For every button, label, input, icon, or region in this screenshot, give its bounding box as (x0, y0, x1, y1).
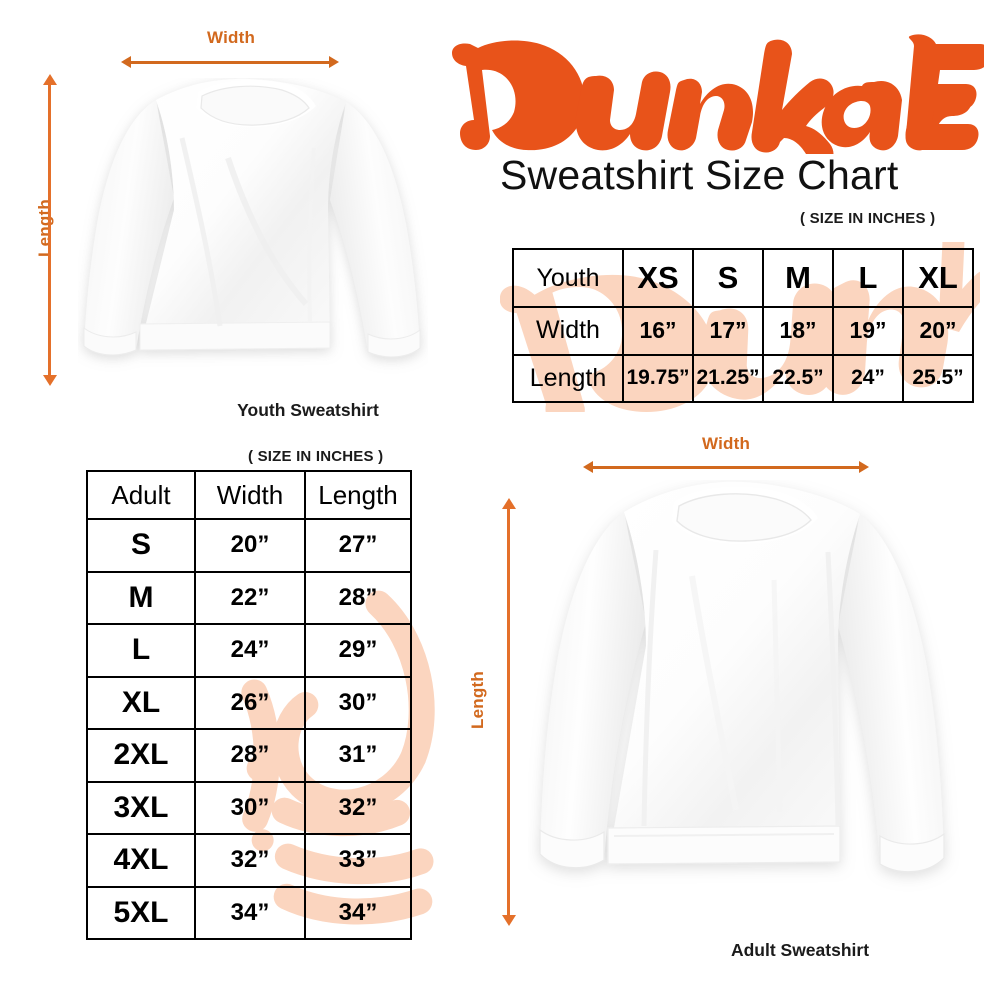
table-row: 3XL 30” 32” (86, 780, 412, 836)
adult-size-l: L (86, 623, 196, 678)
adult-length-l: 29” (304, 623, 412, 678)
table-row: S 20” 27” (86, 518, 412, 573)
youth-length-l: 24” (832, 353, 904, 404)
adult-size-xl: XL (86, 675, 196, 731)
youth-length-s: 21.25” (692, 353, 764, 404)
table-row: M 22” 28” (86, 570, 412, 626)
youth-size-unit-note: ( SIZE IN INCHES ) (800, 210, 936, 227)
chart-title: Sweatshirt Size Chart (500, 152, 899, 198)
adult-sweatshirt-image (528, 480, 966, 936)
youth-length-m: 22.5” (762, 353, 834, 404)
table-row: L 24” 29” (86, 623, 412, 678)
adult-size-table: Adult Width Length S 20” 27” M 22” 28” L… (86, 469, 412, 940)
youth-table-header-row: Youth XS S M L XL (512, 247, 974, 309)
youth-size-header-s: S (692, 247, 764, 309)
youth-size-table-wrapper: Youth XS S M L XL Width 16” 17” 18” 19” … (500, 242, 980, 412)
youth-size-header-xs: XS (622, 247, 694, 309)
adult-length-label: Length (468, 671, 487, 729)
adult-length-4xl: 33” (304, 833, 412, 888)
youth-sweatshirt-caption: Youth Sweatshirt (237, 400, 379, 420)
youth-width-l: 19” (832, 306, 904, 356)
adult-sweatshirt-caption: Adult Sweatshirt (730, 940, 870, 960)
adult-length-2xl: 31” (304, 728, 412, 783)
youth-sweatshirt-image (78, 78, 428, 398)
adult-column-header-length: Length (304, 469, 412, 521)
adult-length-arrow (501, 498, 516, 926)
adult-size-s: S (86, 518, 196, 573)
adult-width-label: Width (702, 434, 751, 453)
adult-size-5xl: 5XL (86, 885, 196, 940)
table-row: 5XL 34” 34” (86, 885, 412, 940)
adult-width-m: 22” (194, 570, 306, 626)
adult-width-s: 20” (194, 518, 306, 573)
youth-width-m: 18” (762, 306, 834, 356)
table-row: 4XL 32” 33” (86, 833, 412, 888)
adult-length-s: 27” (304, 518, 412, 573)
youth-corner-label: Youth (512, 247, 624, 309)
youth-length-xl: 25.5” (902, 353, 974, 404)
adult-width-arrow (583, 461, 869, 473)
youth-length-xs: 19.75” (622, 353, 694, 404)
adult-size-table-wrapper: Adult Width Length S 20” 27” M 22” 28” L… (86, 469, 435, 940)
adult-length-xl: 30” (304, 675, 412, 731)
adult-width-2xl: 28” (194, 728, 306, 783)
adult-size-m: M (86, 570, 196, 626)
adult-table-header-row: Adult Width Length (86, 469, 412, 521)
adult-width-3xl: 30” (194, 780, 306, 836)
adult-width-4xl: 32” (194, 833, 306, 888)
adult-column-header-size: Adult (86, 469, 196, 521)
youth-size-header-m: M (762, 247, 834, 309)
dunkare-logo (444, 32, 984, 154)
adult-length-m: 28” (304, 570, 412, 626)
youth-size-header-l: L (832, 247, 904, 309)
youth-length-row: Length 19.75” 21.25” 22.5” 24” 25.5” (512, 353, 974, 404)
youth-width-row-label: Width (512, 306, 624, 356)
adult-column-header-width: Width (194, 469, 306, 521)
adult-size-unit-note: ( SIZE IN INCHES ) (248, 448, 384, 465)
table-row: 2XL 28” 31” (86, 728, 412, 783)
youth-width-xl: 20” (902, 306, 974, 356)
adult-length-3xl: 32” (304, 780, 412, 836)
youth-width-xs: 16” (622, 306, 694, 356)
youth-width-row: Width 16” 17” 18” 19” 20” (512, 306, 974, 356)
youth-length-arrow (42, 74, 57, 386)
youth-size-table: Youth XS S M L XL Width 16” 17” 18” 19” … (512, 247, 974, 404)
adult-size-4xl: 4XL (86, 833, 196, 888)
youth-width-label: Width (207, 28, 256, 47)
youth-width-arrow (121, 56, 339, 68)
table-row: XL 26” 30” (86, 675, 412, 731)
adult-size-2xl: 2XL (86, 728, 196, 783)
adult-length-5xl: 34” (304, 885, 412, 940)
adult-size-3xl: 3XL (86, 780, 196, 836)
youth-length-label: Length (35, 199, 54, 257)
youth-size-header-xl: XL (902, 247, 974, 309)
youth-length-row-label: Length (512, 353, 624, 404)
adult-width-xl: 26” (194, 675, 306, 731)
adult-width-5xl: 34” (194, 885, 306, 940)
youth-width-s: 17” (692, 306, 764, 356)
adult-width-l: 24” (194, 623, 306, 678)
